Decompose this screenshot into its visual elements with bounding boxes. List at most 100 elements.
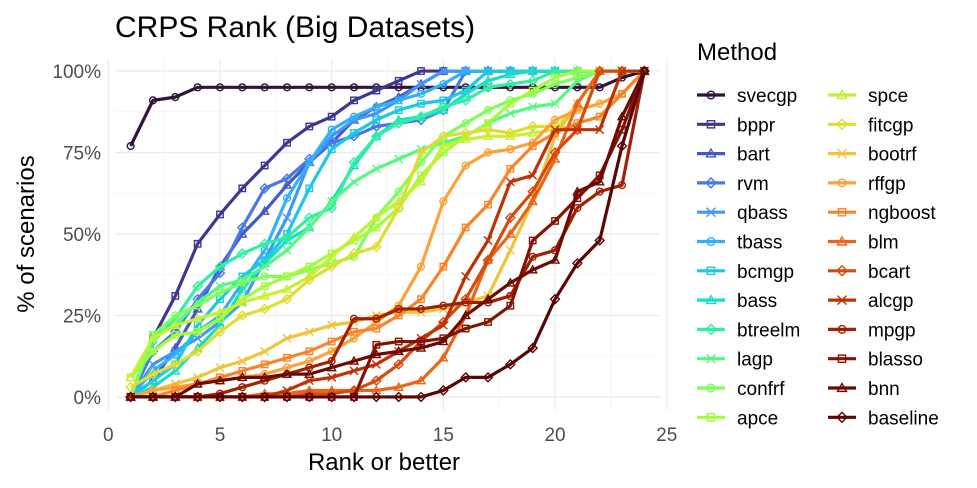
legend-item-tbass: tbass [697, 233, 782, 254]
data-point-spce [527, 127, 538, 137]
data-point-bcart [549, 147, 561, 158]
data-point-ngboost [372, 324, 381, 333]
legend-item-rvm: rvm [697, 174, 769, 195]
data-point-bppr [171, 292, 180, 300]
data-point-alcgp [304, 376, 314, 386]
x-axis-title: Rank or better [308, 449, 460, 476]
data-point-tbass [349, 112, 359, 121]
data-point-ngboost [327, 337, 336, 346]
data-point-apce [484, 119, 492, 128]
data-point-bppr [216, 210, 224, 219]
data-point-bootrf [327, 320, 337, 330]
data-point-ngboost [283, 353, 291, 362]
data-point-lagp [505, 108, 515, 118]
data-point-lagp [260, 262, 270, 272]
legend-item-svecgp: svecgp [697, 86, 797, 107]
data-point-spce [192, 313, 203, 323]
data-point-lagp [215, 281, 225, 291]
data-point-confrf [171, 311, 180, 320]
data-point-ngboost [305, 347, 314, 356]
data-point-fitcgp [504, 127, 516, 139]
data-point-btreelm [303, 212, 315, 224]
data-point-apce [171, 331, 180, 339]
data-point-lagp [550, 99, 560, 109]
data-point-bcart [504, 212, 516, 224]
x-tick-label: 15 [433, 425, 454, 446]
data-point-spce [326, 251, 337, 261]
legend-item-fitcgp: fitcgp [828, 115, 913, 136]
legend-label: bppr [737, 115, 776, 136]
y-tick-label: 100% [52, 62, 101, 83]
legend-item-ngboost: ngboost [828, 203, 936, 224]
legend-label: alcgp [868, 291, 913, 312]
data-point-blasso [394, 337, 403, 346]
legend-label: bass [737, 291, 777, 312]
data-point-fitcgp [370, 241, 382, 253]
legend-label: confrf [737, 379, 785, 400]
data-point-bppr [283, 138, 291, 147]
data-point-tbass [394, 96, 403, 105]
legend-item-bootrf: bootrf [828, 145, 917, 166]
legend-key-marker [836, 89, 848, 100]
data-point-blm [415, 375, 427, 385]
data-point-tbass [171, 350, 180, 359]
data-point-btreelm [415, 111, 427, 123]
data-point-alcgp [550, 125, 560, 135]
data-point-blm [393, 381, 404, 391]
data-point-lagp [304, 222, 314, 232]
data-point-bnn [281, 368, 293, 378]
data-point-bnn [304, 368, 315, 378]
data-point-apce [506, 99, 515, 108]
data-point-bass [170, 365, 181, 375]
data-point-rffgp [550, 115, 560, 125]
data-point-svecgp [349, 83, 359, 92]
data-point-bnn [594, 176, 605, 186]
data-point-btreelm [460, 94, 472, 106]
data-point-baseline [549, 293, 561, 305]
legend-key-marker [836, 118, 848, 131]
legend-key-marker [837, 354, 847, 364]
data-point-btreelm [192, 280, 204, 292]
data-point-apce [260, 282, 269, 291]
data-point-tbass [461, 66, 470, 76]
data-point-bcart [482, 254, 494, 266]
legend-key-marker [705, 147, 717, 158]
data-point-bootrf [237, 356, 247, 366]
data-point-mpgp [238, 383, 247, 392]
legend-key-marker [836, 235, 848, 246]
data-point-rvm [214, 267, 226, 279]
data-point-ngboost [528, 142, 537, 150]
data-point-btreelm [527, 75, 539, 87]
data-point-baseline [638, 65, 650, 77]
data-point-baseline [169, 391, 181, 403]
data-point-svecgp [171, 93, 180, 102]
data-point-bnn [348, 355, 360, 365]
series-ngboost [126, 67, 649, 401]
data-point-fitcgp [437, 130, 449, 142]
data-point-bnn [259, 371, 270, 382]
legend-item-baseline: baseline [828, 408, 939, 429]
data-point-bcmgp [417, 99, 425, 108]
data-point-tbass [416, 89, 426, 98]
data-point-alcgp [327, 372, 337, 382]
data-point-bcmgp [439, 96, 448, 105]
data-point-tbass [327, 125, 336, 134]
data-point-baseline [303, 391, 315, 403]
x-tick-label: 0 [103, 425, 114, 446]
data-point-bootrf [304, 327, 314, 337]
data-point-baseline [527, 342, 539, 354]
data-point-alcgp [617, 66, 627, 76]
data-point-bcart [370, 375, 382, 387]
data-point-bppr [394, 76, 403, 85]
legend-key-marker [837, 295, 847, 306]
data-point-bnn [616, 111, 628, 121]
x-tick-label: 25 [656, 425, 677, 446]
data-point-bart [259, 205, 270, 215]
data-point-svecgp [238, 83, 247, 92]
legend-label: bootrf [868, 145, 917, 166]
data-point-tbass [282, 194, 292, 203]
data-point-btreelm [549, 65, 561, 77]
legend-label: apce [737, 408, 778, 429]
legend-label: bnn [868, 379, 900, 400]
